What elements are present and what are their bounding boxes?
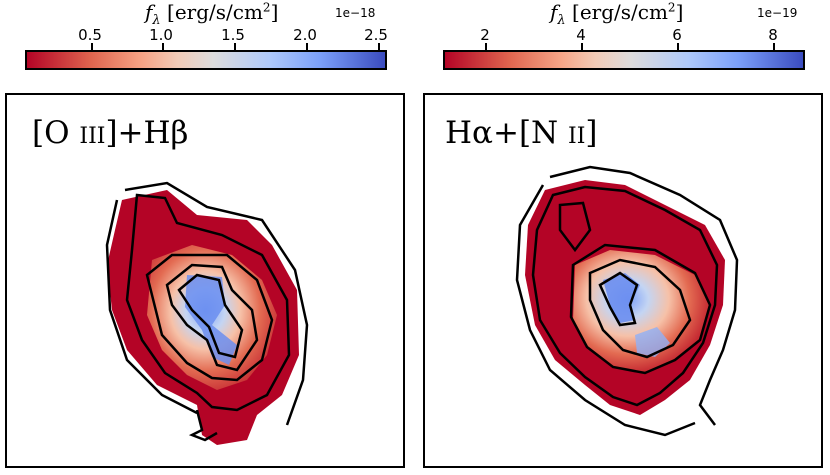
colorbar-tick-label: 8	[768, 26, 778, 44]
map-label: Hα+[N II]	[445, 115, 598, 151]
colorbar-title: fλ [erg/s/cm2]	[145, 0, 279, 28]
colorbar-title: fλ [erg/s/cm2]	[550, 0, 684, 28]
map-label: [O III]+Hβ	[32, 115, 189, 151]
colorbar	[443, 43, 805, 70]
colorbar	[25, 43, 387, 70]
colorbar-tick-label: 2.5	[364, 26, 388, 44]
colorbar-tick-label: 1.5	[221, 26, 245, 44]
colorbar-tick	[306, 43, 308, 52]
contour-lines	[515, 165, 739, 437]
colorbar-tick	[91, 43, 93, 52]
colorbar-exponent: 1e−18	[335, 6, 376, 20]
colorbar-tick-label: 2.0	[293, 26, 317, 44]
colorbar-tick-label: 2	[480, 26, 490, 44]
colorbar-tick	[234, 43, 236, 52]
colorbar-tick-label: 0.5	[78, 26, 102, 44]
colorbar-tick-label: 1.0	[149, 26, 173, 44]
colorbar-tick	[581, 43, 583, 52]
emission-image	[105, 181, 309, 445]
contour-lines	[105, 181, 309, 442]
colorbar-tick	[773, 43, 775, 52]
panel-halpha-nii: fλ [erg/s/cm2] 1e−19 2 4 6 8 Hα+[N II]	[415, 0, 830, 475]
colorbar-tick	[378, 43, 380, 52]
emission-map: Hα+[N II]	[423, 93, 823, 468]
colorbar-exponent: 1e−19	[757, 6, 798, 20]
colorbar-tick-label: 6	[672, 26, 682, 44]
emission-image	[515, 165, 739, 437]
emission-map: [O III]+Hβ	[5, 93, 405, 468]
colorbar-tick	[162, 43, 164, 52]
colorbar-tick	[485, 43, 487, 52]
colorbar-tick	[677, 43, 679, 52]
colorbar-tick-label: 4	[576, 26, 586, 44]
panel-oiii-hbeta: fλ [erg/s/cm2] 1e−18 0.5 1.0 1.5 2.0 2.5…	[5, 0, 405, 468]
